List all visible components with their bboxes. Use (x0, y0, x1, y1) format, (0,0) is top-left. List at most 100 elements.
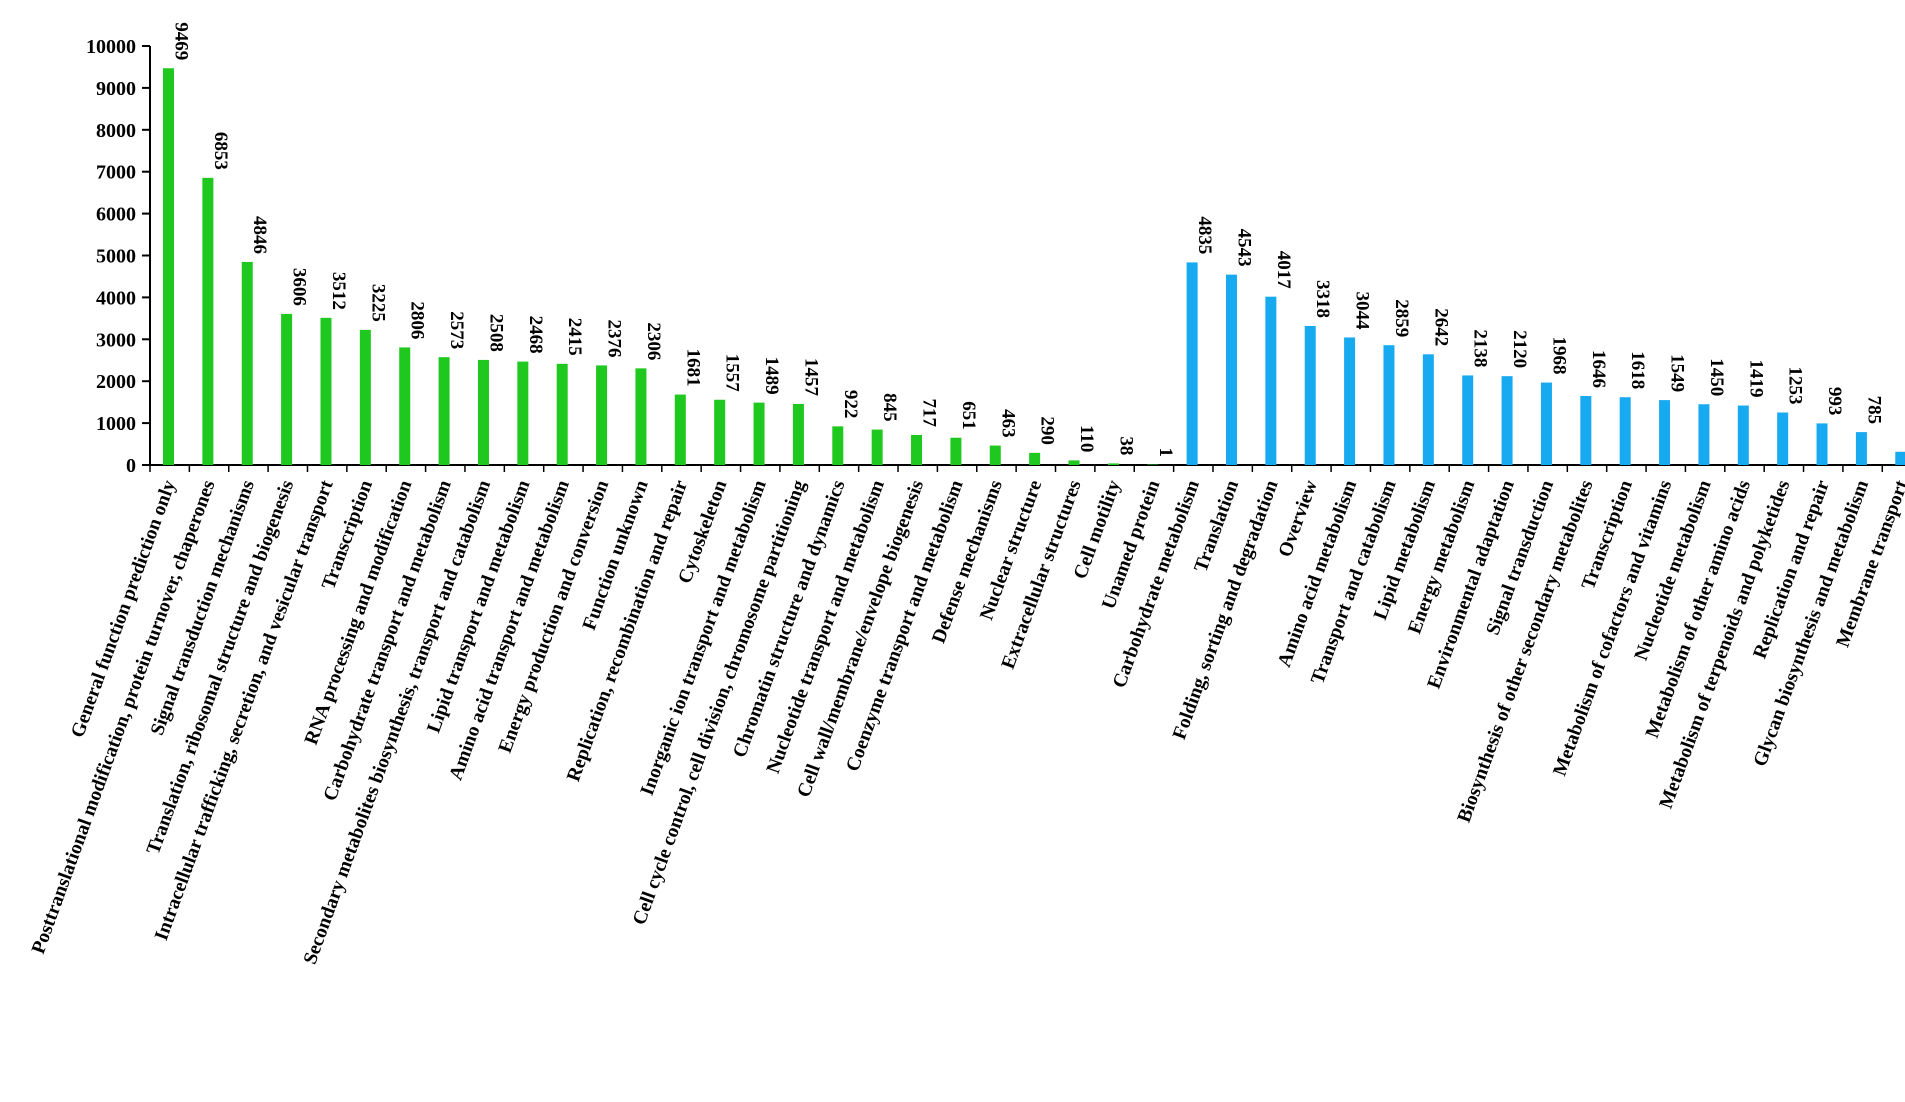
bar (1225, 274, 1237, 465)
bar (1777, 412, 1789, 465)
bar-value-label: 1557 (722, 354, 743, 393)
bar-value-label: 3606 (289, 268, 310, 306)
bar (359, 329, 371, 465)
bar (792, 403, 804, 465)
bar-value-label: 2306 (643, 322, 664, 360)
bar-value-label: 3225 (367, 284, 388, 322)
category-labels: General function prediction onlyPosttran… (28, 477, 1905, 967)
y-tick-label: 7000 (96, 162, 136, 184)
y-tick-label: 5000 (96, 246, 136, 268)
bar (477, 359, 489, 465)
y-tick-label: 0 (126, 455, 136, 477)
bar (1895, 451, 1905, 465)
bar-value-label: 2508 (485, 314, 506, 352)
bar-value-label: 463 (997, 409, 1018, 438)
y-tick-label: 4000 (96, 287, 136, 309)
bar-value-label: 845 (879, 393, 900, 422)
bar (1029, 452, 1041, 465)
bar (753, 402, 765, 465)
bar-value-label: 9469 (171, 22, 192, 60)
bar (714, 399, 726, 465)
y-tick-label: 6000 (96, 204, 136, 226)
bar (1855, 432, 1867, 465)
value-labels: 9469 6853 4846 3606 3512 3225 2806 2573 2508 2468… (171, 22, 1905, 457)
bar-value-label: 1489 (761, 357, 782, 395)
bar (635, 368, 647, 465)
bar (438, 357, 450, 465)
bar (1422, 354, 1434, 465)
y-tick-label: 1000 (96, 413, 136, 435)
bar (1107, 463, 1119, 465)
bar-value-label: 2642 (1430, 308, 1451, 346)
bar-value-label: 717 (919, 398, 940, 427)
bar-value-label: 6853 (210, 132, 231, 170)
bar-value-label: 1457 (800, 358, 821, 397)
bar-value-label: 922 (840, 390, 861, 419)
bar (989, 445, 1001, 465)
y-tick-label: 2000 (96, 371, 136, 393)
bar-value-label: 2806 (407, 301, 428, 339)
bar (163, 68, 174, 465)
bar-value-label: 1646 (1588, 350, 1609, 388)
bar-value-label: 1549 (1667, 354, 1688, 392)
bar-value-label: 4017 (1273, 251, 1294, 290)
bar (674, 394, 686, 465)
bar (517, 361, 529, 465)
bar-value-label: 3512 (328, 272, 349, 310)
bar-value-label: 1253 (1785, 366, 1806, 404)
bar (1737, 405, 1749, 465)
bar (1147, 464, 1159, 465)
bar (320, 317, 332, 465)
bar (241, 261, 253, 465)
bar (1068, 460, 1080, 465)
bar-value-label: 3044 (1352, 291, 1373, 330)
bar-value-label: 1968 (1548, 337, 1569, 375)
bar (1501, 376, 1513, 465)
bar-value-label: 785 (1863, 396, 1884, 425)
bar-value-label: 1618 (1627, 351, 1648, 389)
bar-value-label: 2376 (604, 319, 625, 357)
bar (1304, 325, 1316, 465)
bar-value-label: 4543 (1233, 229, 1254, 267)
axes: 0 1000 2000 3000 4000 5000 6000 7000 8000 9000 100… (86, 36, 1905, 477)
bar (950, 437, 962, 465)
bar-value-label: 4846 (249, 216, 270, 254)
bar-value-label: 38 (1115, 436, 1136, 455)
bar-value-label: 1 (1155, 447, 1176, 457)
bar (1540, 382, 1552, 465)
bar (202, 177, 214, 465)
bar (1383, 345, 1395, 465)
bar (832, 426, 844, 465)
y-tick-label: 8000 (96, 120, 136, 142)
bar-value-label: 110 (1076, 425, 1097, 452)
bar (911, 434, 923, 465)
y-tick-label: 10000 (86, 36, 136, 58)
y-tick-label: 9000 (96, 78, 136, 100)
bar (281, 313, 293, 465)
bar (1816, 423, 1828, 465)
bar-value-label: 2120 (1509, 330, 1530, 368)
bar (1619, 397, 1631, 465)
bar (871, 429, 883, 465)
bar (399, 347, 411, 465)
y-tick-label: 3000 (96, 329, 136, 351)
bar-value-label: 2468 (525, 316, 546, 354)
bar (1698, 404, 1710, 465)
bar-value-label: 4835 (1194, 216, 1215, 254)
bar-value-label: 1681 (682, 349, 703, 387)
bar (556, 363, 568, 465)
bar-value-label: 1419 (1745, 360, 1766, 398)
bar (1265, 296, 1277, 465)
bar (1186, 262, 1198, 465)
bar (1659, 400, 1671, 465)
bar (596, 365, 608, 465)
bar-value-label: 2415 (564, 318, 585, 356)
bar (1580, 396, 1592, 465)
category-label: Overview (1275, 478, 1322, 560)
bar-value-label: 290 (1037, 416, 1058, 445)
bar-value-label: 993 (1824, 387, 1845, 416)
bar-value-label: 2138 (1470, 329, 1491, 367)
bar-value-label: 1450 (1706, 358, 1727, 396)
bar-value-label: 3318 (1312, 280, 1333, 318)
